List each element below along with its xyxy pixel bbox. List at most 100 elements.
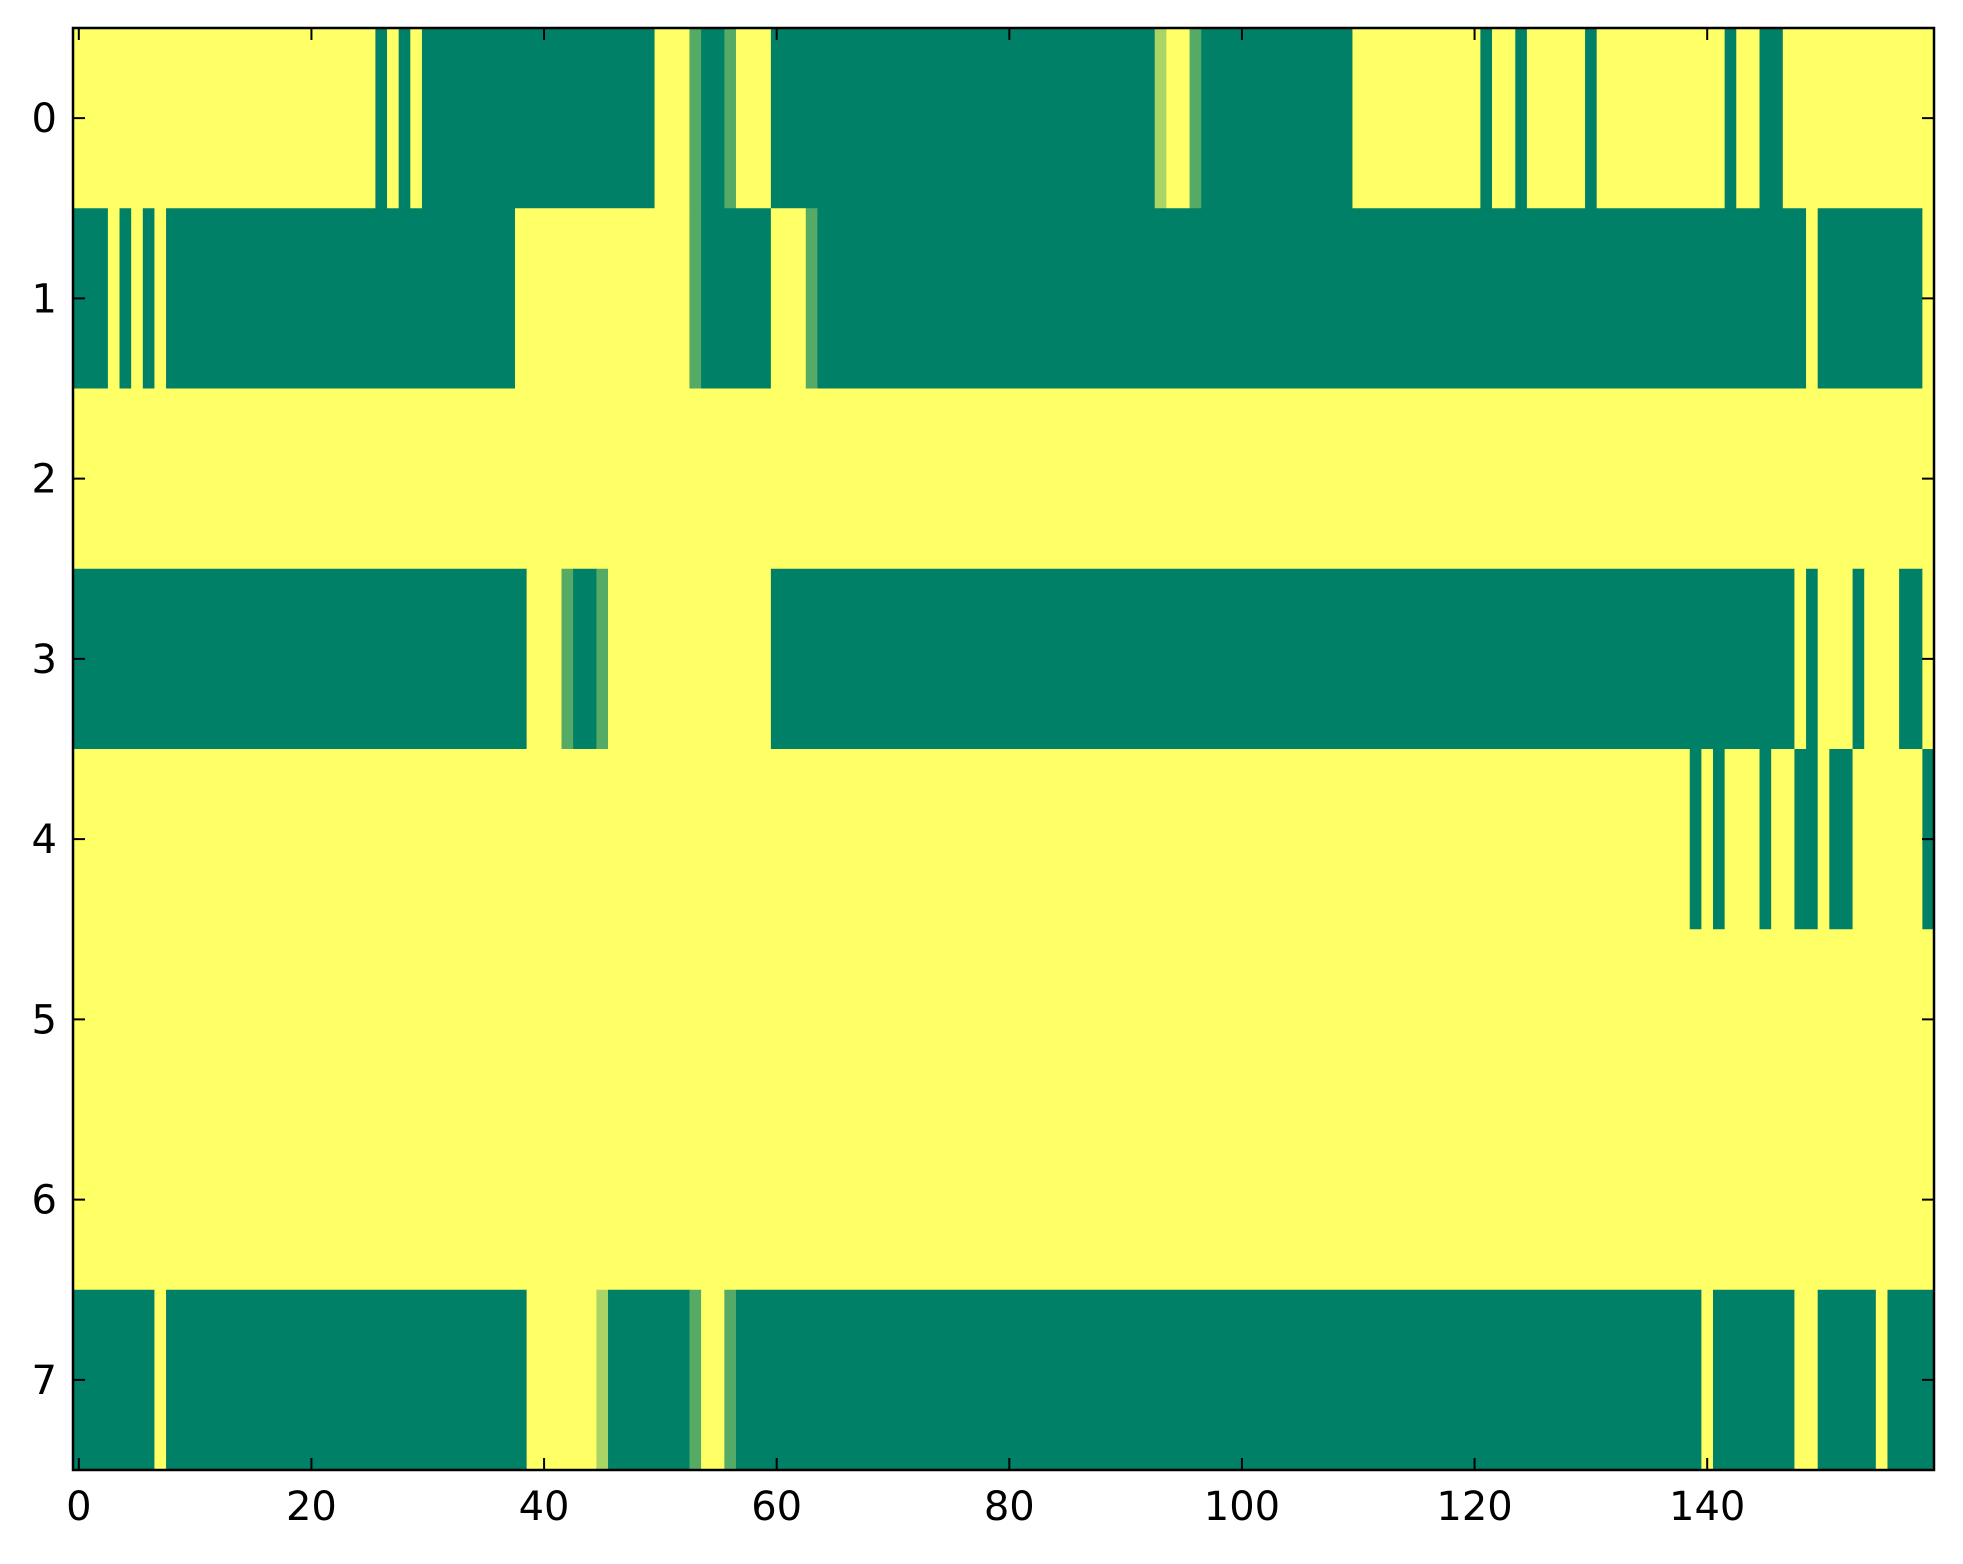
heatmap-cell-row3-cols154-156 [1864, 568, 1900, 750]
heatmap-cell-row4-cols150-150 [1817, 749, 1830, 930]
heatmap-cell-row4-cols145-145 [1759, 749, 1772, 930]
x-tick-label-20: 20 [286, 1484, 337, 1530]
y-tick-label-0: 0 [32, 96, 57, 142]
heatmap-cell-row6-cols0-159 [73, 1109, 1935, 1291]
heatmap-cell-row4-cols146-147 [1771, 749, 1796, 930]
heatmap-cell-row0-cols27-27 [387, 28, 400, 209]
heatmap-cell-row0-cols29-29 [410, 28, 423, 209]
heatmap-cell-row1-cols60-62 [770, 208, 807, 390]
y-tick-label-4: 4 [32, 817, 57, 863]
y-tick-label-6: 6 [32, 1178, 57, 1224]
heatmap-cell-row5-cols0-159 [73, 929, 1935, 1111]
heatmap-cell-row1-cols63-63 [805, 208, 818, 390]
heatmap-cell-row0-cols57-59 [735, 28, 772, 209]
heatmap-cell-row3-cols43-44 [573, 568, 597, 750]
heatmap-cell-row3-cols149-149 [1806, 568, 1819, 750]
y-tick-label-1: 1 [32, 276, 57, 322]
heatmap-cell-row4-cols141-141 [1713, 749, 1726, 930]
heatmap-cells [73, 28, 1935, 1471]
heatmap-cell-row0-cols54-55 [701, 28, 725, 209]
heatmap-cell-row3-cols150-152 [1817, 568, 1854, 750]
heatmap-cell-row7-cols155-155 [1875, 1289, 1889, 1471]
heatmap-cell-row1-cols6-6 [142, 208, 156, 390]
heatmap-cell-row0-cols26-26 [375, 28, 388, 209]
heatmap-cell-row7-cols141-147 [1713, 1289, 1796, 1471]
x-axis-ticks: 0 20 40 60 80 100 120 140 [66, 28, 1745, 1530]
x-tick-label-100: 100 [1204, 1484, 1280, 1530]
y-tick-label-7: 7 [32, 1358, 57, 1404]
y-tick-label-2: 2 [32, 457, 57, 503]
heatmap-cell-row3-cols148-148 [1794, 568, 1807, 750]
heatmap-cell-row0-cols143-144 [1736, 28, 1761, 209]
heatmap-cell-row0-cols125-129 [1526, 28, 1586, 209]
heatmap-cell-row7-cols140-140 [1701, 1289, 1714, 1471]
heatmap-cell-row0-cols124-124 [1515, 28, 1528, 209]
heatmap-cell-row4-cols139-139 [1689, 749, 1702, 930]
heatmap-cell-row7-cols53-53 [689, 1289, 702, 1471]
x-tick-label-80: 80 [984, 1484, 1035, 1530]
heatmap-cell-row0-cols60-92 [770, 28, 1156, 209]
heatmap-cell-row7-cols148-149 [1794, 1289, 1819, 1471]
x-tick-label-60: 60 [751, 1484, 802, 1530]
x-tick-label-0: 0 [66, 1484, 91, 1530]
heatmap-cell-row4-cols151-152 [1829, 749, 1854, 930]
heatmap-cell-row4-cols142-144 [1724, 749, 1761, 930]
heatmap-cell-row0-cols0-25 [73, 28, 377, 209]
heatmap-cell-row4-cols140-140 [1701, 749, 1714, 930]
heatmap-cell-row3-cols153-153 [1852, 568, 1865, 750]
heatmap-cell-row1-cols4-4 [119, 208, 132, 390]
heatmap-cell-row0-cols56-56 [724, 28, 737, 209]
heatmap-cell-row7-cols7-7 [154, 1289, 167, 1471]
y-axis-ticks: 0 1 2 3 4 5 6 7 [32, 96, 1934, 1404]
heatmap-cell-row1-cols54-59 [701, 208, 772, 390]
heatmap-cell-row0-cols142-142 [1724, 28, 1737, 209]
heatmap-cell-row0-cols53-53 [689, 28, 702, 209]
y-tick-label-3: 3 [32, 637, 57, 683]
heatmap-cell-row0-cols50-52 [654, 28, 691, 209]
heatmap-cell-row7-cols46-52 [608, 1289, 691, 1471]
heatmap-cell-row0-cols94-95 [1166, 28, 1191, 209]
heatmap-cell-row1-cols150-158 [1817, 208, 1923, 390]
heatmap-cell-row1-cols53-53 [689, 208, 702, 390]
heatmap-cell-row0-cols97-109 [1201, 28, 1354, 209]
heatmap-cell-row0-cols130-130 [1585, 28, 1598, 209]
heatmap-cell-row7-cols57-139 [735, 1289, 1702, 1471]
heatmap-cell-row3-cols39-41 [526, 568, 563, 750]
heatmap-cell-row3-cols0-38 [73, 568, 528, 750]
heatmap-cell-row7-cols45-45 [596, 1289, 609, 1471]
heatmap-cell-row3-cols42-42 [561, 568, 574, 750]
heatmap-cell-row1-cols7-7 [154, 208, 167, 390]
heatmap-cell-row0-cols145-146 [1759, 28, 1784, 209]
heatmap-cell-row0-cols147-159 [1782, 28, 1935, 209]
heatmap-cell-row4-cols0-138 [73, 749, 1691, 930]
heatmap-cell-row3-cols60-147 [770, 568, 1796, 750]
heatmap-cell-row3-cols157-158 [1899, 568, 1923, 750]
x-tick-label-120: 120 [1436, 1484, 1512, 1530]
heatmap-cell-row1-cols149-149 [1806, 208, 1819, 390]
heatmap-cell-row1-cols5-5 [131, 208, 144, 390]
y-tick-label-5: 5 [32, 997, 57, 1043]
heatmap-cell-row4-cols148-149 [1794, 749, 1819, 930]
heatmap-cell-row1-cols38-52 [514, 208, 691, 390]
heatmap-cell-row7-cols0-6 [73, 1289, 156, 1471]
x-tick-label-140: 140 [1669, 1484, 1745, 1530]
heatmap-cell-row4-cols153-158 [1852, 749, 1923, 930]
heatmap-cell-row7-cols54-55 [701, 1289, 725, 1471]
heatmap-cell-row3-cols45-45 [596, 568, 609, 750]
heatmap-cell-row1-cols8-37 [166, 208, 516, 390]
heatmap-cell-row2-cols0-159 [73, 388, 1935, 570]
plot-frame [71, 26, 1936, 1472]
heatmap-cell-row7-cols8-38 [166, 1289, 528, 1471]
heatmap-cell-row0-cols93-93 [1154, 28, 1167, 209]
heatmap-cell-row0-cols96-96 [1189, 28, 1202, 209]
heatmap-cell-row0-cols28-28 [398, 28, 411, 209]
heatmap-cell-row0-cols121-121 [1480, 28, 1493, 209]
heatmap-cell-row7-cols56-56 [724, 1289, 737, 1471]
heatmap-cell-row0-cols131-141 [1596, 28, 1726, 209]
heatmap-cell-row0-cols30-49 [421, 28, 656, 209]
heatmap-cell-row7-cols39-44 [526, 1289, 598, 1471]
heatmap-cell-row1-cols64-148 [817, 208, 1807, 390]
heatmap-cell-row1-cols3-3 [107, 208, 121, 390]
heatmap-cell-row0-cols122-123 [1492, 28, 1516, 209]
